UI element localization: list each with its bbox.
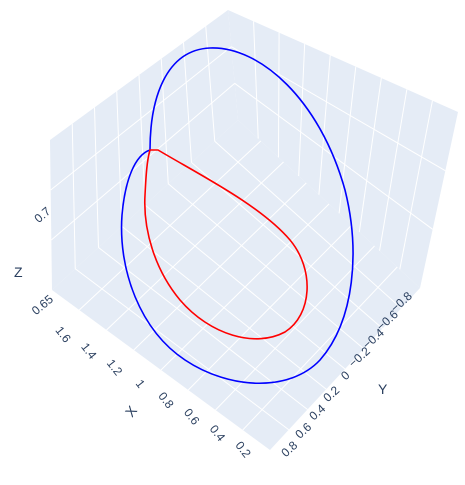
- grid-lines: [50, 21, 446, 431]
- x-tick-label: 1.6: [52, 324, 74, 346]
- back-left-grid-line: [160, 58, 169, 184]
- series-layer: [120, 47, 354, 384]
- y-axis-title: Y: [378, 381, 388, 397]
- back-left-grid-line: [94, 107, 99, 248]
- back-right-grid-line: [298, 43, 306, 177]
- back-left-grid-line: [71, 123, 76, 269]
- back-left-grid-line: [116, 91, 123, 227]
- y-tick-label: 0: [338, 368, 353, 383]
- floor-grid-line-y: [191, 162, 383, 329]
- x-tick-label: 0.6: [181, 406, 203, 428]
- y-tick-label: 0.6: [292, 420, 314, 442]
- pane-back-right: [228, 10, 458, 288]
- scene-panes: [50, 10, 458, 450]
- back-left-z-grid-line: [51, 82, 235, 241]
- y-tick-label: 0.8: [278, 438, 300, 460]
- back-right-grid-line: [338, 66, 357, 214]
- back-right-grid-line: [318, 55, 331, 195]
- z-tick-label: 0.7: [32, 204, 54, 226]
- floor-grid-line-x: [187, 224, 353, 391]
- z-tick-label: 0.65: [29, 292, 56, 318]
- back-left-z-grid-line: [50, 46, 232, 191]
- back-left-grid-line: [138, 74, 146, 206]
- back-left-grid-line: [205, 26, 216, 142]
- x-tick-label: 0.8: [155, 389, 177, 411]
- pane-floor: [52, 120, 420, 450]
- back-right-grid-line: [277, 32, 280, 158]
- back-right-grid-line: [253, 21, 259, 139]
- series-line-red: [144, 149, 308, 340]
- floor-grid-line-x: [242, 266, 398, 431]
- series-line-blue: [120, 47, 354, 384]
- back-right-grid-line: [399, 100, 433, 270]
- floor-grid-line-y: [167, 183, 365, 350]
- x-axis-title: X: [122, 402, 141, 420]
- x-tick-label: 0.2: [232, 439, 254, 461]
- floor-grid-line-y: [144, 204, 346, 370]
- x-tick-label: 0.4: [207, 422, 229, 444]
- x-tick-label: 1.4: [78, 340, 100, 362]
- floor-grid-line-y: [214, 140, 402, 309]
- x-tick-label: 1.2: [104, 357, 126, 379]
- back-right-grid-line: [358, 77, 382, 233]
- z-axis-title: Z: [14, 264, 23, 280]
- x-tick-label: 1: [133, 377, 148, 391]
- back-left-grid-line: [183, 42, 192, 163]
- back-right-grid-line: [379, 89, 408, 251]
- pane-back-left: [50, 10, 238, 290]
